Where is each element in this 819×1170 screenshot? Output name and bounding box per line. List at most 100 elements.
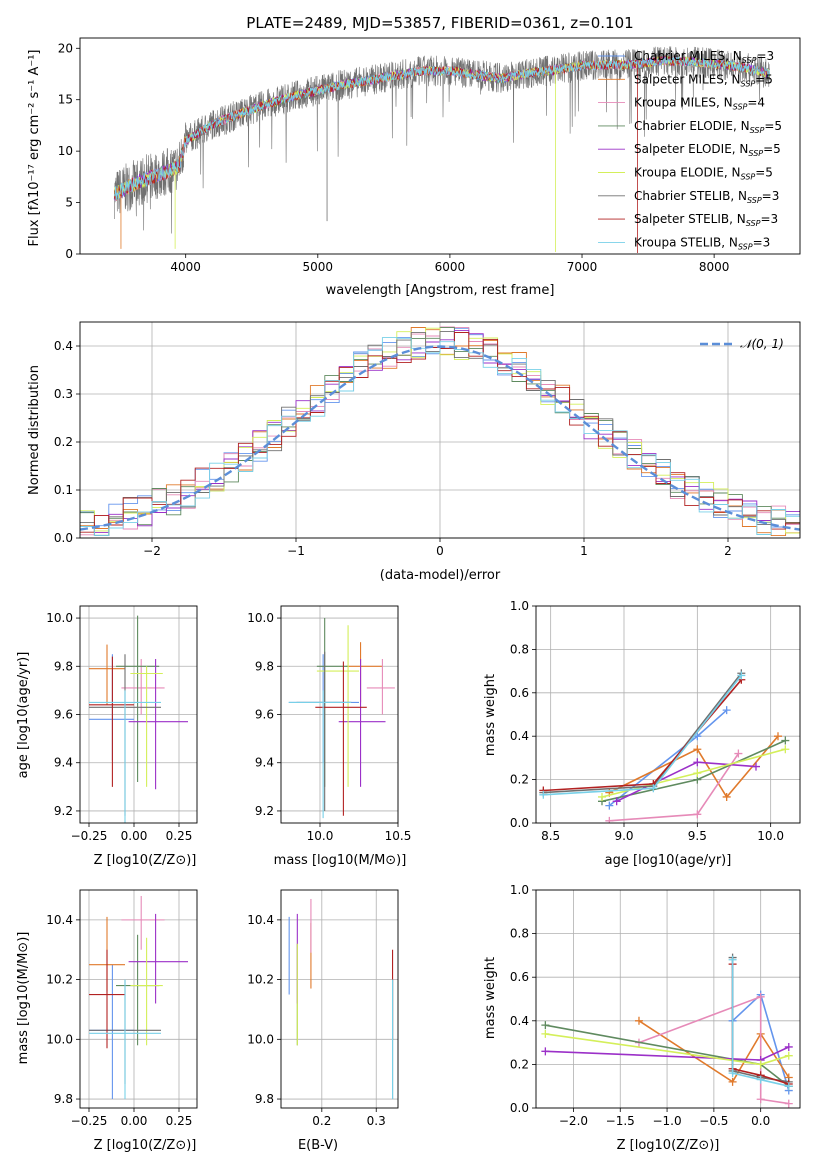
axes-frame [280, 889, 399, 1109]
x-tick-label: 1 [580, 544, 588, 558]
y-tick-label: 20 [58, 41, 73, 55]
mass-weight-marker [693, 745, 702, 754]
x-tick-label: 0.2 [312, 1114, 331, 1128]
mass-vs-Z-panel: −0.25 0.00 0.25 9.8 10.0 10.2 10.4 [46, 889, 198, 1128]
x-tick-label: 8000 [699, 260, 730, 274]
x-tick-label: 10.0 [307, 829, 334, 843]
y-tick-label: 10.4 [247, 913, 274, 927]
x-tick-label: −0.5 [699, 1114, 728, 1128]
y-tick-label: 10.2 [247, 973, 274, 987]
mass-weight-marker [752, 762, 760, 771]
x-tick-label: 7000 [567, 260, 598, 274]
spectrum-panel: 4000 5000 6000 7000 8000 0 5 10 15 20 Chabrier MIL… [58, 37, 801, 274]
mass-weight-marker [728, 1077, 737, 1086]
mass-weight-lines [539, 669, 790, 823]
spectrum-ylabel: Flux [fλ10⁻¹⁷ erg cm⁻² s⁻¹ A⁻¹] [27, 50, 42, 247]
mass-vs-EBV-panel: 0.2 0.3 9.8 10.0 10.2 10.4 [247, 889, 399, 1128]
age-vs-mass-panel: 10.0 10.5 9.2 9.4 9.6 9.8 10.0 [247, 605, 412, 843]
mass-weight-series [543, 672, 742, 794]
mass-weight-marker [774, 732, 782, 741]
legend-entry: Kroupa MILES, NSSP=4 [634, 96, 765, 112]
mass-weight-marker [612, 797, 621, 806]
y-tick-label: 9.8 [255, 659, 274, 673]
x-tick-label: 4000 [170, 260, 201, 274]
mass-weight-marker [649, 784, 658, 793]
histogram-lines [80, 326, 800, 537]
errorbar-group [288, 618, 395, 819]
x-tick-label: −2 [143, 544, 161, 558]
legend-entry: Salpeter STELIB, NSSP=3 [634, 212, 778, 228]
mass-weight-lines [541, 953, 793, 1108]
mass-weight-marker [693, 810, 702, 819]
y-tick-label: 10.0 [46, 611, 73, 625]
axes-frame [535, 605, 801, 824]
x-tick-label: 0.25 [166, 1114, 193, 1128]
y-tick-label: 9.8 [255, 1092, 274, 1106]
x-tick-label: −0.25 [71, 1114, 108, 1128]
axes-frame [79, 605, 198, 824]
x-tick-label: 0.0 [751, 1114, 770, 1128]
y-tick-label: 10.0 [247, 1032, 274, 1046]
spectrum-series-kroupa-stelib [113, 56, 770, 200]
mw-age-ylabel: mass weight [483, 674, 498, 756]
x-tick-label: 0.25 [166, 829, 193, 843]
x-tick-label: 10.5 [385, 829, 412, 843]
mass-weight-vs-Z-panel: −2.0 −1.5 −1.0 −0.5 0.0 0.0 0.2 0.4 0.6 0.8 1.0 [510, 883, 801, 1128]
y-tick-label: 0.6 [510, 686, 529, 700]
residual-xlabel: (data-model)/error [380, 568, 501, 583]
y-tick-label: 9.4 [255, 756, 274, 770]
y-tick-label: 0.0 [510, 1101, 529, 1115]
mass-weight-marker [734, 749, 743, 758]
mass-weight-marker [605, 801, 614, 810]
mw-Z-xlabel: Z [log10(Z/Z⊙)] [617, 1138, 720, 1153]
legend-entry: Chabrier ELODIE, NSSP=5 [634, 119, 782, 135]
axes-frame [79, 889, 198, 1109]
axes-frame [79, 37, 801, 255]
y-tick-label: 9.2 [54, 804, 73, 818]
legend-entry: Salpeter MILES, NSSP=5 [634, 72, 773, 88]
y-tick-label: 0.4 [510, 1014, 529, 1028]
mass-weight-series [638, 995, 789, 1105]
age-vs-Z-xlabel: Z [log10(Z/Z⊙)] [94, 853, 197, 868]
y-tick-label: 1.0 [510, 883, 529, 897]
x-tick-label: −1.5 [606, 1114, 635, 1128]
errorbar-group [89, 895, 188, 1100]
spectrum-xlabel: wavelength [Angstrom, rest frame] [326, 283, 555, 298]
y-tick-label: 9.6 [54, 708, 73, 722]
x-tick-label: 0.3 [367, 1114, 386, 1128]
errorbar-group [288, 898, 394, 1100]
x-tick-label: 10.0 [757, 829, 784, 843]
y-tick-label: 9.8 [54, 1092, 73, 1106]
spectrum-lines [113, 46, 770, 253]
normal-reference-curve [80, 345, 800, 531]
mass-weight-marker [598, 792, 606, 801]
x-tick-label: −1 [287, 544, 305, 558]
mass-weight-marker [605, 816, 614, 823]
mass-weight-marker [781, 736, 790, 745]
y-tick-label: 0.1 [54, 483, 73, 497]
axes-frame [79, 321, 801, 539]
mass-weight-marker [737, 671, 746, 680]
x-tick-label: 0.00 [121, 1114, 148, 1128]
x-tick-label: 8.5 [541, 829, 560, 843]
mass-weight-marker [784, 1099, 793, 1108]
legend-normal-label: 𝒩(0, 1) [740, 337, 784, 351]
mass-vs-Z-ylabel: mass [log10(M/M⊙)] [16, 932, 31, 1065]
mass-weight-marker [756, 992, 765, 1001]
mass-weight-marker [693, 769, 702, 778]
y-tick-label: 0.8 [510, 642, 529, 656]
mass-weight-marker [541, 1047, 550, 1056]
y-tick-label: 0.3 [54, 387, 73, 401]
spectrum-legend: Chabrier MILES, NSSP=3 Salpeter MILES, NS… [598, 49, 782, 251]
y-tick-label: 10.4 [46, 913, 73, 927]
spectrum-title: PLATE=2489, MJD=53857, FIBERID=0361, z=0… [246, 14, 633, 32]
mw-age-xlabel: age [log10(age/yr)] [605, 853, 732, 868]
axes-frame [535, 889, 801, 1109]
y-tick-label: 0.2 [510, 1057, 529, 1071]
mass-weight-marker [722, 792, 731, 801]
mass-weight-marker [784, 1082, 793, 1091]
mass-weight-marker [784, 1042, 793, 1051]
y-tick-label: 0.0 [54, 531, 73, 545]
legend-entry: Kroupa STELIB, NSSP=3 [634, 235, 770, 251]
